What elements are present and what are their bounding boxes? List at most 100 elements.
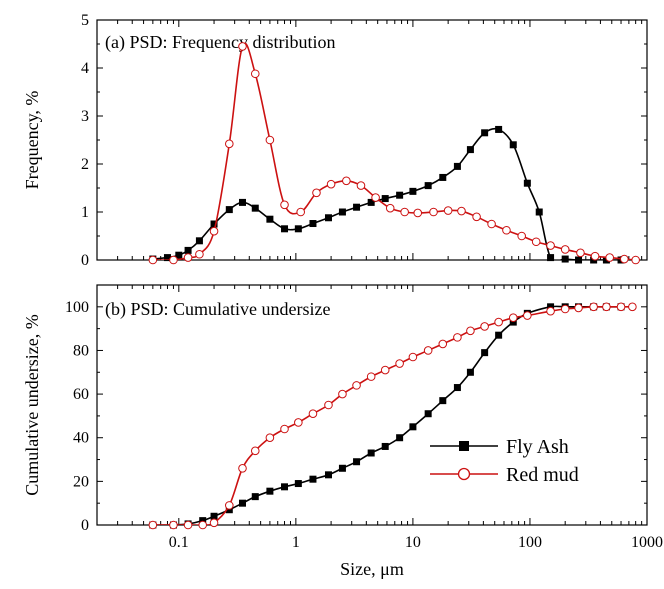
panel-a-y-tick-label: 2 [81,156,89,173]
panel-a-point-red-mud [280,200,289,210]
panel-b-point-fly-ash [424,410,432,418]
panel-a-point-fly-ash [367,198,375,206]
panel-a-frequency: (a) PSD: Frequency distribution 0 1 2 3 4 5 F… [22,12,648,269]
panel-a-point-fly-ash [396,191,404,199]
panel-a-point-fly-ash [495,125,503,133]
panel-a-point-red-mud [356,181,366,190]
panel-a-point-fly-ash [453,162,461,170]
panel-a-ticks: 0 1 2 3 4 5 [81,12,648,269]
panel-a-series [148,42,640,265]
panel-a-point-fly-ash [281,225,289,233]
panel-a-point-fly-ash [251,204,259,212]
panel-b-point-fly-ash [509,318,517,326]
panel-a-point-red-mud [312,188,321,198]
panel-a-point-fly-ash [535,208,543,216]
panel-a-point-fly-ash [547,254,555,262]
panel-a-point-fly-ash [575,256,583,264]
panel-a-point-fly-ash [163,254,171,262]
panel-b-point-red-mud [438,339,448,349]
legend-marker-red-mud [457,467,471,481]
panel-a-y-tick-label: 4 [81,60,89,77]
panel-a-point-red-mud [265,135,275,145]
x-tick-label: 100 [518,534,542,551]
panel-a-point-fly-ash [338,208,346,216]
panel-b-point-fly-ash [324,471,332,479]
panel-b-point-red-mud [148,520,158,530]
panel-a-point-fly-ash [184,246,192,254]
panel-b-point-fly-ash [251,493,259,501]
panel-b-series [148,302,637,530]
panel-b-point-fly-ash [466,368,474,376]
panel-a-y-tick-label: 3 [81,108,89,125]
panel-b-point-red-mud [480,322,489,331]
panel-b-point-red-mud [238,463,247,473]
panel-a-point-red-mud [576,248,585,258]
panel-a-point-fly-ash [523,179,531,187]
panel-a-point-red-mud [326,179,336,189]
panel-b-point-fly-ash [495,331,503,339]
panel-b-point-red-mud [616,302,626,312]
legend: Fly Ash Red mud [430,436,579,486]
panel-a-point-red-mud [546,241,555,250]
panel-a-point-red-mud [429,207,438,217]
panel-b-point-fly-ash [409,423,417,431]
panel-b-point-fly-ash [210,512,218,520]
panel-b-point-red-mud [466,326,475,336]
panel-a-point-fly-ash [175,251,183,259]
panel-a-point-red-mud [169,255,178,265]
panel-a-point-fly-ash [381,195,389,203]
panel-a-point-fly-ash [238,198,246,206]
panel-a-point-red-mud [385,203,395,213]
panel-b-y-tick-label: 0 [81,517,89,534]
panel-b-point-fly-ash [396,434,404,442]
panel-a-point-fly-ash [225,206,233,214]
panel-a-point-red-mud [472,212,481,222]
panel-b-point-red-mud [560,304,570,314]
panel-b-point-red-mud [352,381,361,390]
panel-b-point-red-mud [380,365,390,375]
panel-a-point-red-mud [443,206,453,215]
panel-b-cumulative: (b) PSD: Cumulative undersize 0 20 40 60 80 1… [22,284,663,579]
panel-a-point-red-mud [371,193,380,202]
panel-b-y-tick-label: 100 [65,299,89,316]
panel-b-point-red-mud [324,400,333,410]
panel-b-point-red-mud [250,446,260,456]
legend-label-red-mud: Red mud [506,464,579,486]
panel-b-point-red-mud [169,520,178,530]
panel-a-frame [96,19,648,261]
panel-a-point-red-mud [413,208,423,218]
panel-a-point-red-mud [342,176,351,186]
panel-a-point-fly-ash [439,173,447,181]
panel-b-point-red-mud [589,302,598,312]
panel-a-point-fly-ash [294,225,302,233]
panel-b-y-axis-title: Cumulative undersize, % [22,314,42,495]
panel-b-point-red-mud [628,302,637,312]
panel-b-point-red-mud [453,333,462,342]
panel-b-point-red-mud [508,313,518,323]
panel-b-point-red-mud [602,302,611,312]
legend-label-fly-ash: Fly Ash [506,436,569,458]
panel-b-point-red-mud [494,317,503,327]
panel-b-point-fly-ash [353,458,361,466]
panel-a-point-fly-ash [466,146,474,154]
panel-b-point-red-mud [225,501,234,510]
panel-a-point-red-mud [183,253,193,262]
panel-a-point-red-mud [560,245,570,254]
panel-a-point-fly-ash [309,220,317,228]
panel-a-point-red-mud [296,207,306,217]
panel-a-point-fly-ash [266,215,274,223]
panel-a-point-red-mud [590,251,600,261]
panel-b-point-red-mud [280,424,289,434]
legend-marker-fly-ash [459,441,469,451]
panel-a-point-red-mud [487,219,496,229]
panel-a-point-red-mud [400,207,409,217]
panel-b-point-fly-ash [294,480,302,488]
panel-a-point-fly-ash [210,220,218,228]
panel-a-point-red-mud [457,206,466,216]
panel-a-point-red-mud [238,42,247,51]
panel-a-y-tick-label: 1 [81,204,89,221]
panel-b-point-red-mud [198,520,208,530]
panel-b-point-fly-ash [481,349,489,357]
panel-a-point-fly-ash [195,237,203,245]
